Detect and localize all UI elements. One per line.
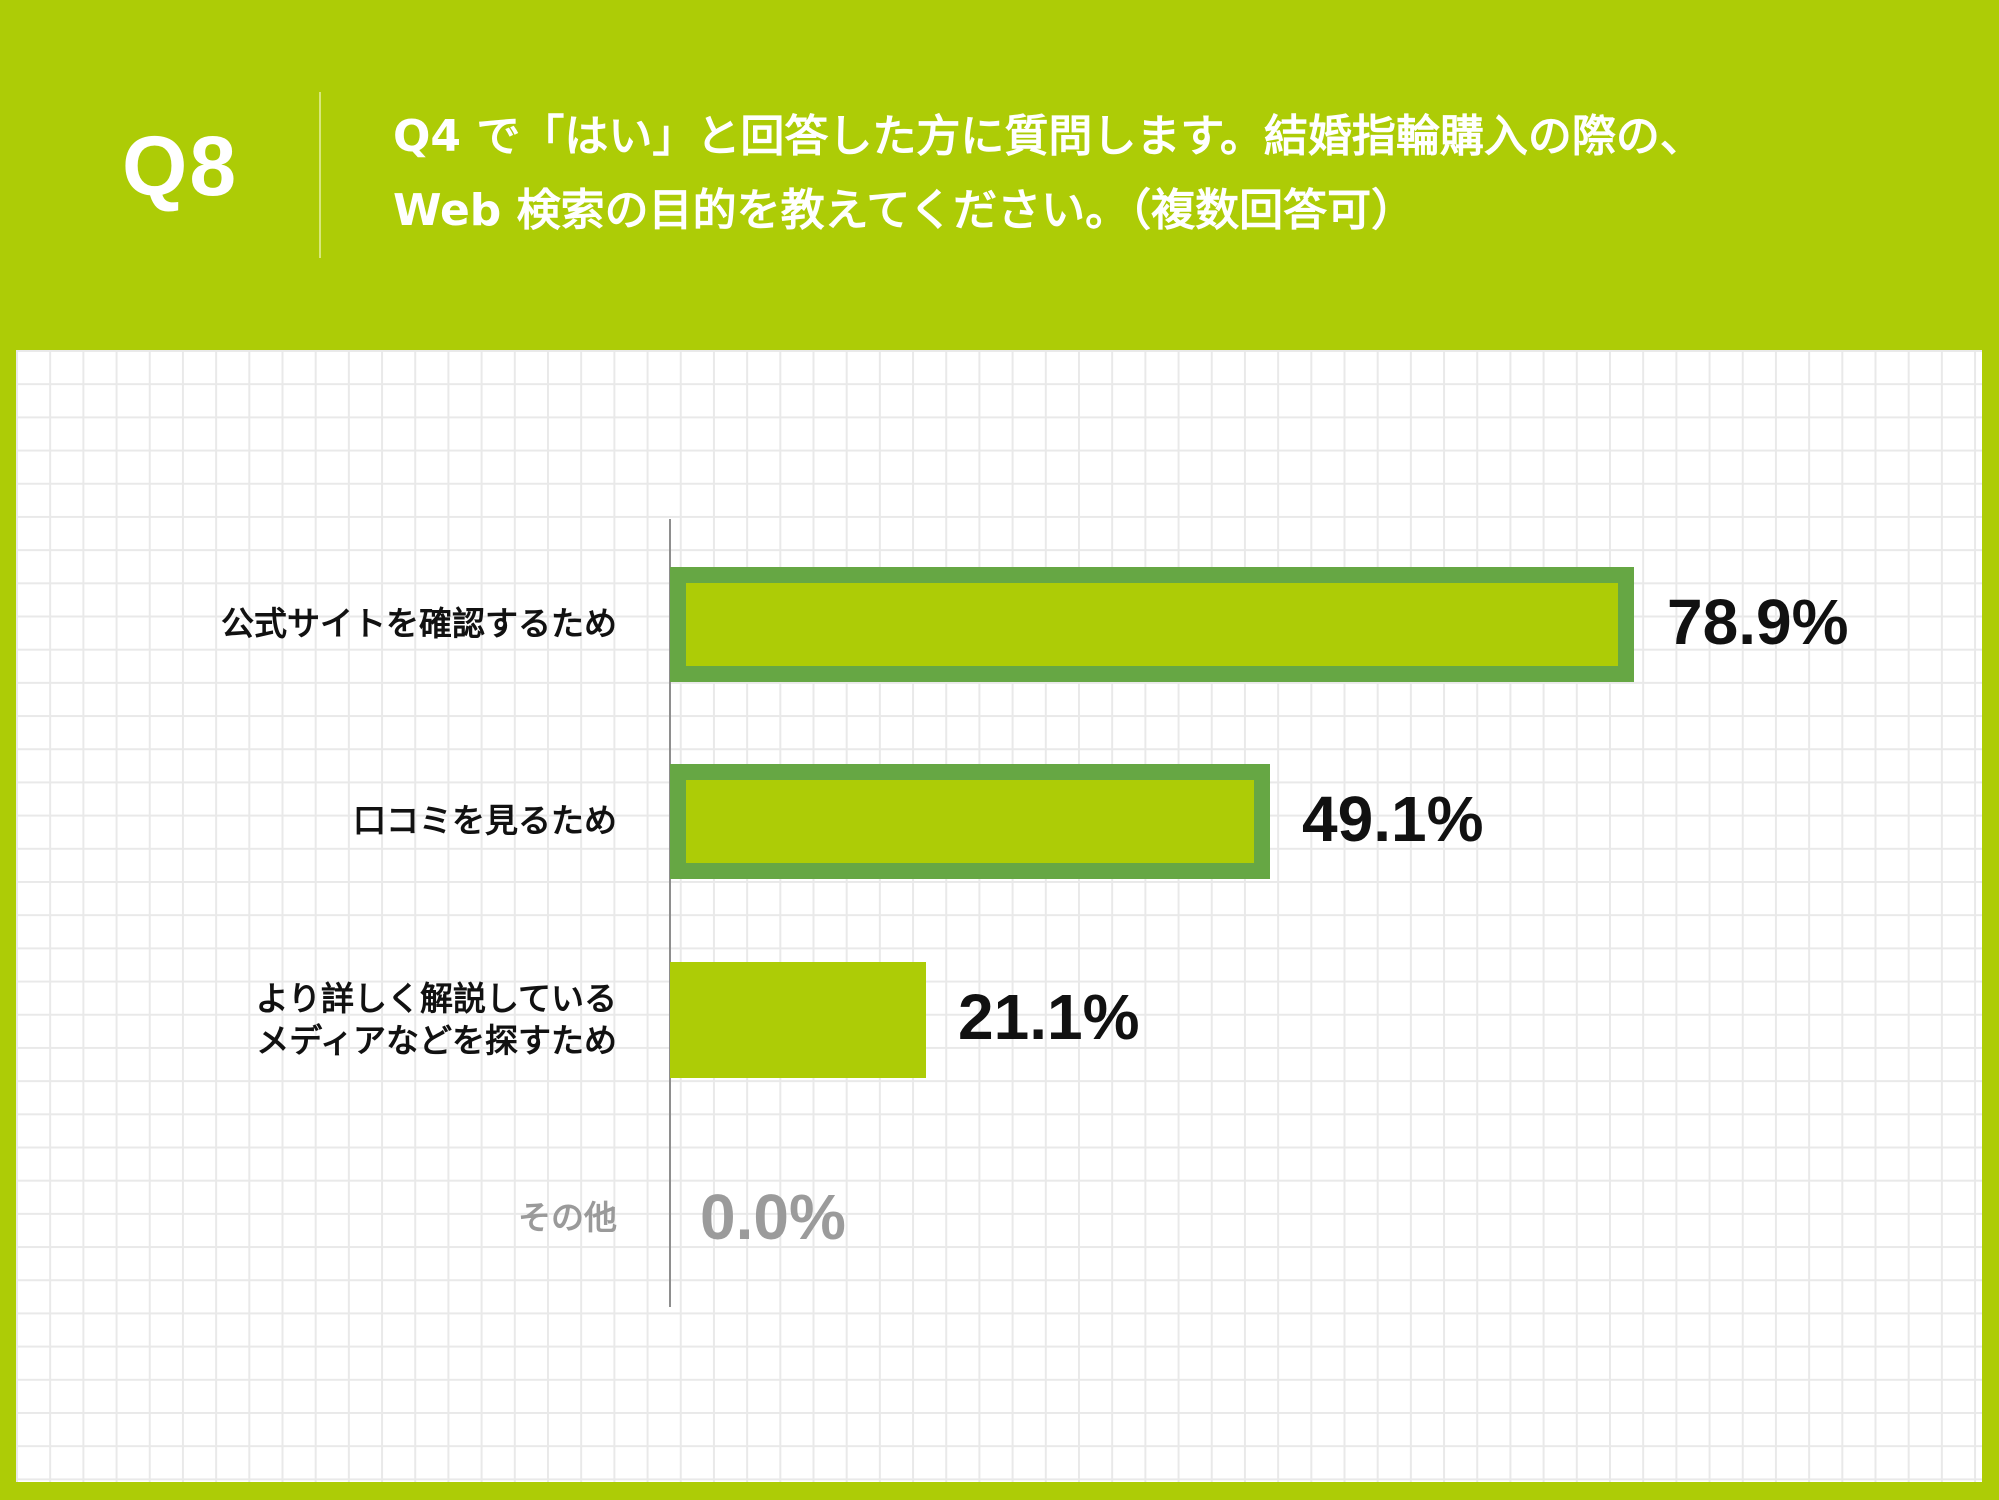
category-label-official-site: 公式サイトを確認するため: [221, 604, 617, 643]
question-line-1: Q4 で「はい」と回答した方に質問します。結婚指輪購入の際の、: [393, 111, 1704, 162]
header-divider: [319, 92, 321, 258]
question-text: Q4 で「はい」と回答した方に質問します。結婚指輪購入の際の、 Web 検索の目…: [393, 100, 1704, 248]
bar-media: [670, 962, 926, 1078]
category-label-media-line1: より詳しく解説している: [255, 979, 617, 1018]
question-number: Q8: [122, 119, 239, 213]
y-axis-line: [669, 519, 671, 1307]
chart-panel: [16, 350, 1982, 1482]
category-label-reviews: 口コミを見るため: [353, 801, 617, 840]
bar-official-site: [670, 567, 1634, 682]
value-label-media: 21.1%: [958, 981, 1140, 1053]
question-line-2: Web 検索の目的を教えてください。（複数回答可）: [393, 185, 1416, 236]
category-label-other: その他: [518, 1198, 617, 1237]
value-label-reviews: 49.1%: [1302, 783, 1484, 855]
category-label-media-line2: メディアなどを探すため: [256, 1021, 617, 1060]
value-label-other: 0.0%: [700, 1181, 846, 1253]
bar-reviews: [670, 764, 1270, 879]
header: Q8 Q4 で「はい」と回答した方に質問します。結婚指輪購入の際の、 Web 検…: [0, 0, 1999, 350]
category-label-media: より詳しく解説している メディアなどを探すため: [256, 978, 617, 1062]
value-label-official-site: 78.9%: [1667, 586, 1849, 658]
